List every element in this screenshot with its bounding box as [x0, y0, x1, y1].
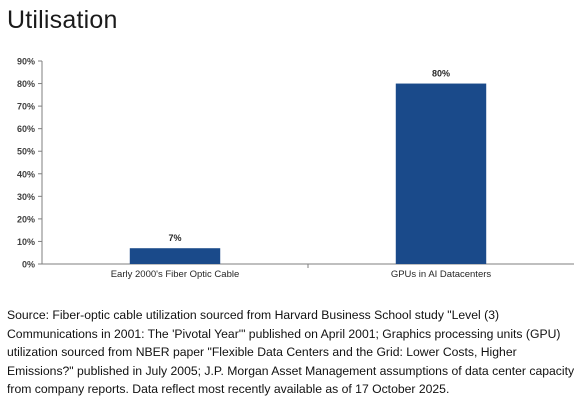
- y-tick-label: 70%: [17, 102, 35, 112]
- data-label: 7%: [168, 233, 181, 243]
- bar-chart-svg: 0% 10% 20% 30% 40% 50% 60% 70% 80% 90% 7% Early 200…: [17, 57, 574, 280]
- bar-chart: 0% 10% 20% 30% 40% 50% 60% 70% 80% 90% 7% Early 200…: [0, 46, 588, 286]
- x-tick-label: GPUs in AI Datacenters: [391, 269, 492, 280]
- y-tick-label: 10%: [17, 237, 35, 247]
- x-tick-label: Early 2000's Fiber Optic Cable: [111, 269, 240, 280]
- y-tick-label: 40%: [17, 169, 35, 179]
- page-title: Utilisation: [7, 6, 118, 34]
- y-tick-label: 90%: [17, 57, 35, 67]
- bar: [395, 83, 487, 264]
- y-tick-label: 60%: [17, 124, 35, 134]
- y-tick-label: 0%: [22, 260, 35, 270]
- data-label: 80%: [432, 69, 450, 79]
- bar: [129, 248, 221, 264]
- y-tick-label: 20%: [17, 214, 35, 224]
- y-tick-label: 30%: [17, 192, 35, 202]
- y-tick-label: 50%: [17, 147, 35, 157]
- source-note: Source: Fiber-optic cable utilization so…: [7, 308, 575, 397]
- y-tick-label: 80%: [17, 79, 35, 89]
